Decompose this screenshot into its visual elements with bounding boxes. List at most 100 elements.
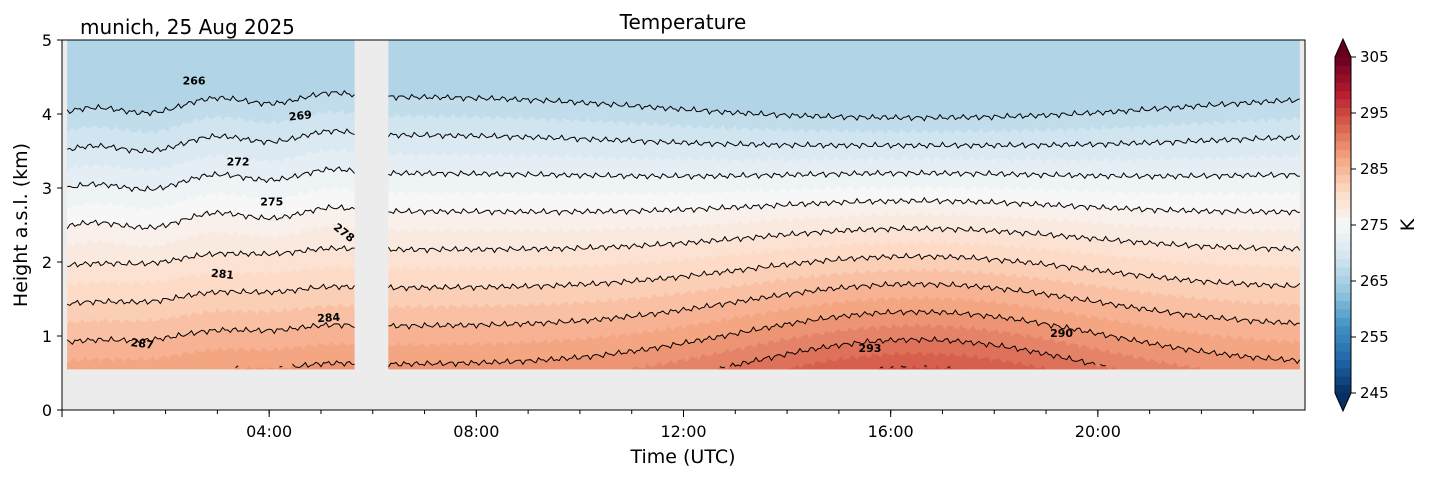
colorbar-tick-label: 245	[1360, 384, 1389, 402]
contour-label: 284	[317, 311, 341, 326]
colorbar-segment	[1335, 351, 1351, 360]
colorbar-segment	[1335, 233, 1351, 243]
contour-293	[880, 366, 884, 369]
colorbar-segment	[1335, 359, 1351, 369]
colorbar-segment	[1335, 250, 1351, 260]
y-axis-ticks: 0 1 2 3 4 5	[42, 31, 62, 420]
contour-275	[388, 196, 1300, 216]
station-date-label: munich, 25 Aug 2025	[80, 15, 295, 39]
colorbar-extend-max	[1335, 39, 1351, 57]
colorbar-segment	[1335, 292, 1351, 302]
contour-label: 290	[1050, 327, 1073, 340]
colorbar-segment	[1335, 65, 1351, 75]
band-fill	[388, 336, 1300, 370]
colorbar-segment	[1335, 334, 1351, 344]
colorbar-segment	[1335, 241, 1351, 251]
x-axis-label: Time (UTC)	[629, 446, 735, 468]
colorbar-tick-label: 295	[1360, 104, 1389, 122]
colorbar-segment	[1335, 191, 1351, 201]
colorbar-segment	[1335, 57, 1351, 66]
contour-284	[66, 321, 355, 345]
colorbar-segment	[1335, 208, 1351, 218]
colorbar-segment	[1335, 90, 1351, 100]
colorbar-segment	[1335, 73, 1351, 83]
colorbar-segment	[1335, 199, 1351, 209]
data-gap	[354, 40, 389, 370]
temperature-fill	[67, 40, 1300, 370]
y-tick-label: 1	[42, 327, 52, 346]
colorbar-segment	[1335, 317, 1351, 327]
colorbar-segment	[1335, 367, 1351, 377]
band-fill	[388, 350, 1300, 370]
contour-label: 293	[858, 342, 881, 355]
colorbar-segment	[1335, 107, 1351, 117]
colorbar-segment	[1335, 258, 1351, 268]
contour-287	[292, 360, 355, 368]
y-axis-label: Height a.s.l. (km)	[10, 143, 32, 307]
colorbar-segment	[1335, 267, 1351, 276]
contour-278	[67, 245, 355, 268]
band-fill	[67, 361, 355, 370]
contour-label: 275	[260, 195, 283, 208]
colorbar-tick-label: 265	[1360, 272, 1389, 290]
colorbar-segment	[1335, 174, 1351, 184]
colorbar-segment	[1335, 157, 1351, 167]
y-tick-label: 2	[42, 253, 52, 272]
band-fill	[67, 340, 355, 370]
contour-label: 266	[183, 75, 206, 88]
contour-label: 272	[227, 155, 250, 168]
colorbar-segment	[1335, 99, 1351, 108]
contour-label: 281	[210, 267, 234, 282]
x-axis-ticks: 04:00 08:00 12:00 16:00 20:00	[61, 410, 1254, 441]
x-tick-label: 08:00	[453, 422, 499, 441]
contour-290	[719, 366, 726, 369]
contour-269	[67, 128, 355, 154]
colorbar: 305 295 285 275 265 255 245	[1334, 37, 1389, 413]
colorbar-segment	[1335, 225, 1351, 234]
colorbar-segment	[1335, 124, 1351, 134]
contour-293	[924, 365, 927, 367]
colorbar-extend-min	[1335, 393, 1351, 411]
y-tick-label: 4	[42, 105, 52, 124]
contour-266	[66, 89, 355, 117]
chart-title: Temperature	[619, 10, 747, 34]
x-tick-label: 04:00	[246, 422, 292, 441]
contour-287	[279, 365, 283, 368]
data-gap-band	[354, 40, 389, 370]
x-tick-label: 20:00	[1075, 422, 1121, 441]
y-tick-label: 0	[42, 401, 52, 420]
contour-275	[66, 203, 355, 231]
contour-269	[387, 131, 1301, 150]
contour-278	[387, 224, 1301, 254]
colorbar-tick-label: 285	[1360, 160, 1389, 178]
colorbar-segment	[1335, 132, 1351, 142]
colorbar-segment	[1335, 115, 1351, 125]
colorbar-tick-label: 255	[1360, 328, 1389, 346]
x-tick-label: 12:00	[660, 422, 706, 441]
contour-287	[235, 365, 239, 369]
colorbar-tick-label: 305	[1360, 48, 1389, 66]
colorbar-segment	[1335, 309, 1351, 318]
x-tick-label: 16:00	[868, 422, 914, 441]
contour-290	[1100, 363, 1106, 367]
contour-293	[890, 365, 894, 369]
colorbar-segment	[1335, 216, 1351, 226]
colorbar-segment	[1335, 376, 1351, 386]
colorbar-segment	[1335, 166, 1351, 176]
colorbar-segment	[1335, 325, 1351, 335]
contour-label: 287	[130, 336, 154, 352]
colorbar-segment	[1335, 82, 1351, 92]
contour-290	[729, 335, 1096, 367]
colorbar-segment	[1335, 183, 1351, 192]
y-tick-label: 3	[42, 179, 52, 198]
contour-284	[388, 280, 1300, 330]
contour-272	[67, 166, 355, 193]
colorbar-segment	[1335, 384, 1351, 394]
colorbar-label: K	[1397, 218, 1419, 231]
contour-287	[387, 308, 1301, 368]
y-tick-label: 5	[42, 31, 52, 50]
colorbar-segment	[1335, 275, 1351, 285]
contour-266	[388, 93, 1300, 122]
contour-293	[947, 366, 951, 369]
